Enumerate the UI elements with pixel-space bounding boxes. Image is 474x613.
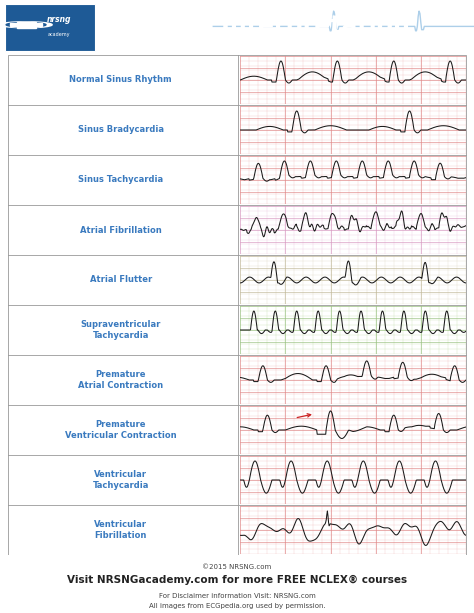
Text: NRSNGacademy.com: NRSNGacademy.com [418,47,469,52]
Bar [5,4,95,51]
Text: Supraventricular
Tachycardia: Supraventricular Tachycardia [81,321,161,340]
Text: Atrial Flutter: Atrial Flutter [90,275,152,284]
Bar [17,22,36,28]
Circle shape [0,21,52,28]
Text: Premature
Atrial Contraction: Premature Atrial Contraction [78,370,163,390]
Text: Sinus Tachycardia: Sinus Tachycardia [78,175,163,185]
Text: Visit NRSNGacademy.com for more FREE NCLEX® courses: Visit NRSNGacademy.com for more FREE NCL… [67,575,407,585]
Bar [10,23,42,26]
Text: Sinus Bradycardia: Sinus Bradycardia [78,126,164,134]
Text: Ventricular
Tachycardia: Ventricular Tachycardia [92,470,149,490]
Text: ©2015 NRSNG.com: ©2015 NRSNG.com [202,564,272,569]
Text: For Disclaimer information Visit: NRSNG.com: For Disclaimer information Visit: NRSNG.… [159,593,315,599]
Text: Atrial Fibrillation: Atrial Fibrillation [80,226,162,235]
Text: Premature
Ventricular Contraction: Premature Ventricular Contraction [65,421,176,440]
Text: All images from ECGpedia.org used by permission.: All images from ECGpedia.org used by per… [149,603,325,609]
Text: Normal Sinus Rhythm: Normal Sinus Rhythm [69,75,172,85]
Text: nrsng: nrsng [47,15,72,24]
Text: Ventricular
Fibrillation: Ventricular Fibrillation [94,520,147,539]
Circle shape [6,23,46,27]
Text: academy: academy [48,32,71,37]
Text: EKG Interpretation: EKG Interpretation [159,14,410,39]
